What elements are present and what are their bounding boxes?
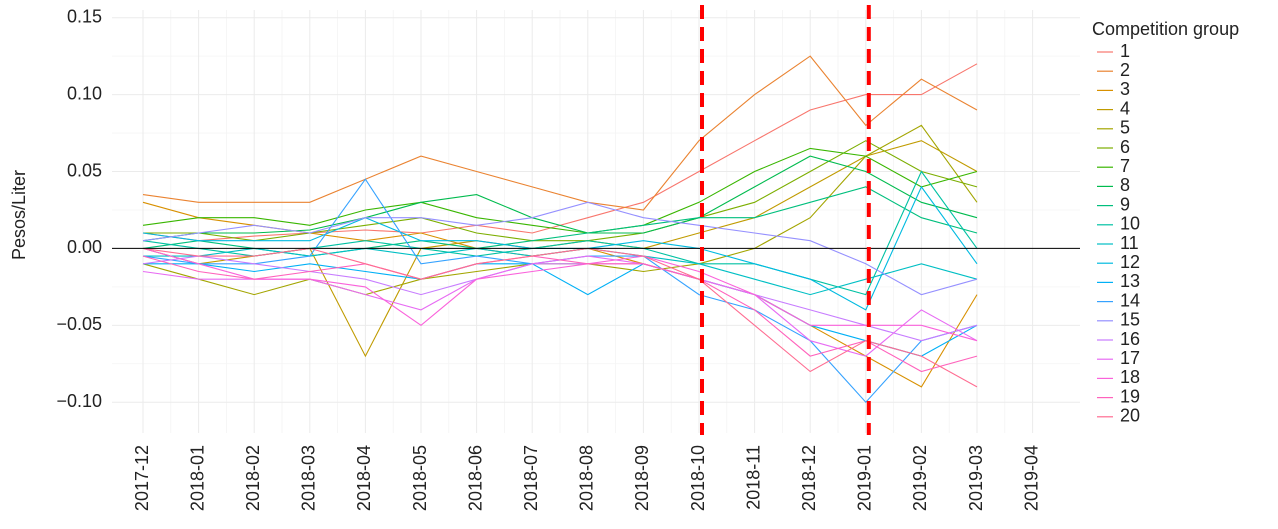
legend-label: 18 — [1120, 367, 1140, 387]
series-line — [142, 155, 978, 242]
x-tick-label: 2018-04 — [354, 445, 374, 511]
x-tick-label: 2018-09 — [632, 445, 652, 511]
x-tick-label: 2018-02 — [243, 445, 263, 511]
legend-label: 1 — [1120, 41, 1130, 61]
series-line — [142, 247, 978, 388]
legend-label: 6 — [1120, 137, 1130, 157]
series-line — [142, 247, 978, 342]
x-tick-label: 2018-05 — [410, 445, 430, 511]
legend-label: 4 — [1120, 98, 1130, 118]
y-tick-label: 0.05 — [67, 160, 102, 180]
y-tick-label: −0.05 — [56, 314, 102, 334]
x-tick-label: 2019-04 — [1021, 445, 1041, 511]
legend-label: 2 — [1120, 60, 1130, 80]
series-line — [142, 55, 978, 211]
x-tick-label: 2019-02 — [910, 445, 930, 511]
legend-title: Competition group — [1092, 19, 1239, 39]
legend-label: 9 — [1120, 194, 1130, 214]
legend-label: 10 — [1120, 214, 1140, 234]
legend-label: 19 — [1120, 386, 1140, 406]
x-tick-label: 2018-01 — [187, 445, 207, 511]
legend-label: 11 — [1120, 233, 1139, 253]
series-line — [143, 140, 978, 242]
x-tick-label: 2018-11 — [743, 445, 763, 510]
legend-label: 7 — [1120, 156, 1130, 176]
x-tick-label: 2018-10 — [688, 445, 708, 511]
x-tick-label: 2018-07 — [521, 445, 541, 511]
legend-label: 12 — [1120, 252, 1140, 272]
x-tick-label: 2017-12 — [132, 445, 152, 511]
legend-label: 15 — [1120, 310, 1140, 330]
y-tick-label: −0.10 — [56, 391, 102, 411]
legend-label: 13 — [1120, 271, 1140, 291]
legend-label: 16 — [1120, 329, 1140, 349]
y-tick-label: 0.00 — [67, 237, 102, 257]
x-tick-label: 2019-01 — [855, 445, 875, 511]
series-line — [142, 255, 978, 342]
y-tick-label: 0.10 — [67, 83, 102, 103]
legend-label: 20 — [1120, 406, 1140, 426]
x-tick-label: 2019-03 — [966, 445, 986, 511]
series-line — [142, 255, 978, 373]
y-tick-label: 0.15 — [67, 6, 102, 26]
x-tick-label: 2018-03 — [299, 445, 319, 511]
legend-label: 5 — [1120, 118, 1130, 138]
legend-label: 17 — [1120, 348, 1140, 368]
series-line — [142, 147, 978, 234]
x-tick-label: 2018-06 — [465, 445, 485, 511]
x-tick-label: 2018-12 — [799, 445, 819, 511]
x-tick-label: 2018-08 — [577, 445, 597, 511]
y-axis-title: Pesos/Liter — [9, 170, 29, 260]
legend-label: 14 — [1120, 290, 1140, 310]
series-line — [142, 201, 978, 296]
legend-label: 8 — [1120, 175, 1130, 195]
legend-label: 3 — [1120, 79, 1130, 99]
